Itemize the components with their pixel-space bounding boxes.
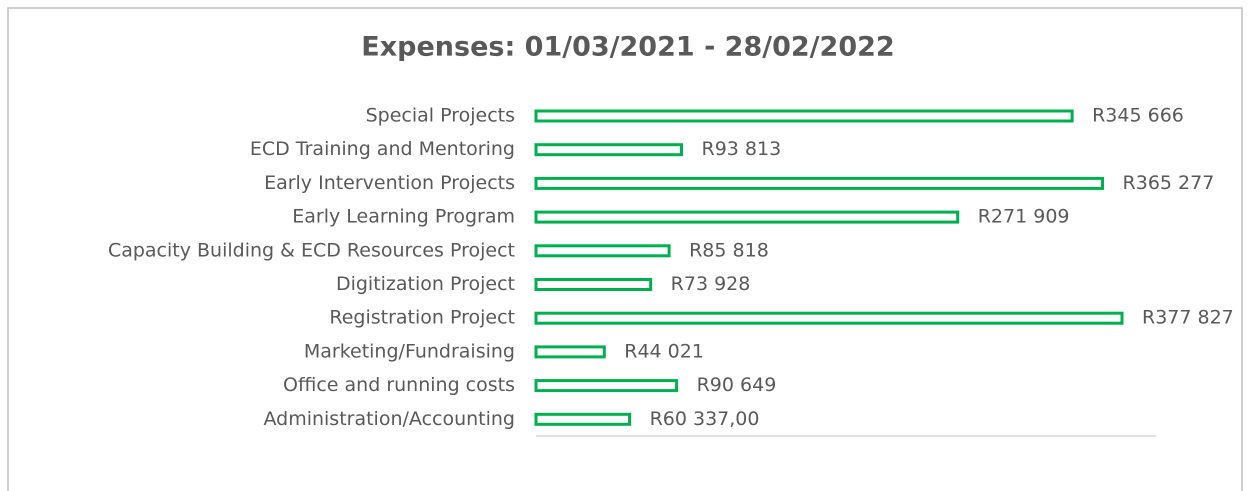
- category-label: Marketing/Fundraising: [304, 340, 515, 362]
- value-label: R377 827: [1142, 307, 1234, 329]
- category-label: Registration Project: [329, 307, 515, 329]
- bar: [534, 244, 671, 258]
- bar: [534, 379, 679, 393]
- bar: [534, 210, 960, 224]
- category-label: Digitization Project: [336, 273, 515, 295]
- value-label: R73 928: [671, 273, 751, 295]
- bar: [534, 345, 606, 359]
- bar: [534, 412, 632, 426]
- category-label: Office and running costs: [283, 374, 515, 396]
- value-label: R93 813: [702, 138, 782, 160]
- category-label: Early Learning Program: [292, 206, 515, 228]
- bar: [534, 143, 684, 157]
- value-label: R44 021: [624, 340, 704, 362]
- value-label: R90 649: [697, 374, 777, 396]
- category-label: Capacity Building & ECD Resources Projec…: [108, 239, 515, 261]
- bar: [534, 109, 1074, 123]
- value-label: R60 337,00: [650, 408, 760, 430]
- bar: [534, 311, 1124, 325]
- category-label: Administration/Accounting: [263, 408, 515, 430]
- value-label: R365 277: [1123, 172, 1215, 194]
- value-label: R345 666: [1092, 105, 1184, 127]
- category-label: ECD Training and Mentoring: [250, 138, 515, 160]
- bar: [534, 278, 653, 291]
- bar: [534, 176, 1105, 190]
- value-label: R271 909: [978, 206, 1070, 228]
- chart-title: Expenses: 01/03/2021 - 28/02/2022: [361, 32, 894, 63]
- category-label: Special Projects: [366, 105, 515, 127]
- value-label: R85 818: [689, 239, 769, 261]
- category-label: Early Intervention Projects: [264, 172, 515, 194]
